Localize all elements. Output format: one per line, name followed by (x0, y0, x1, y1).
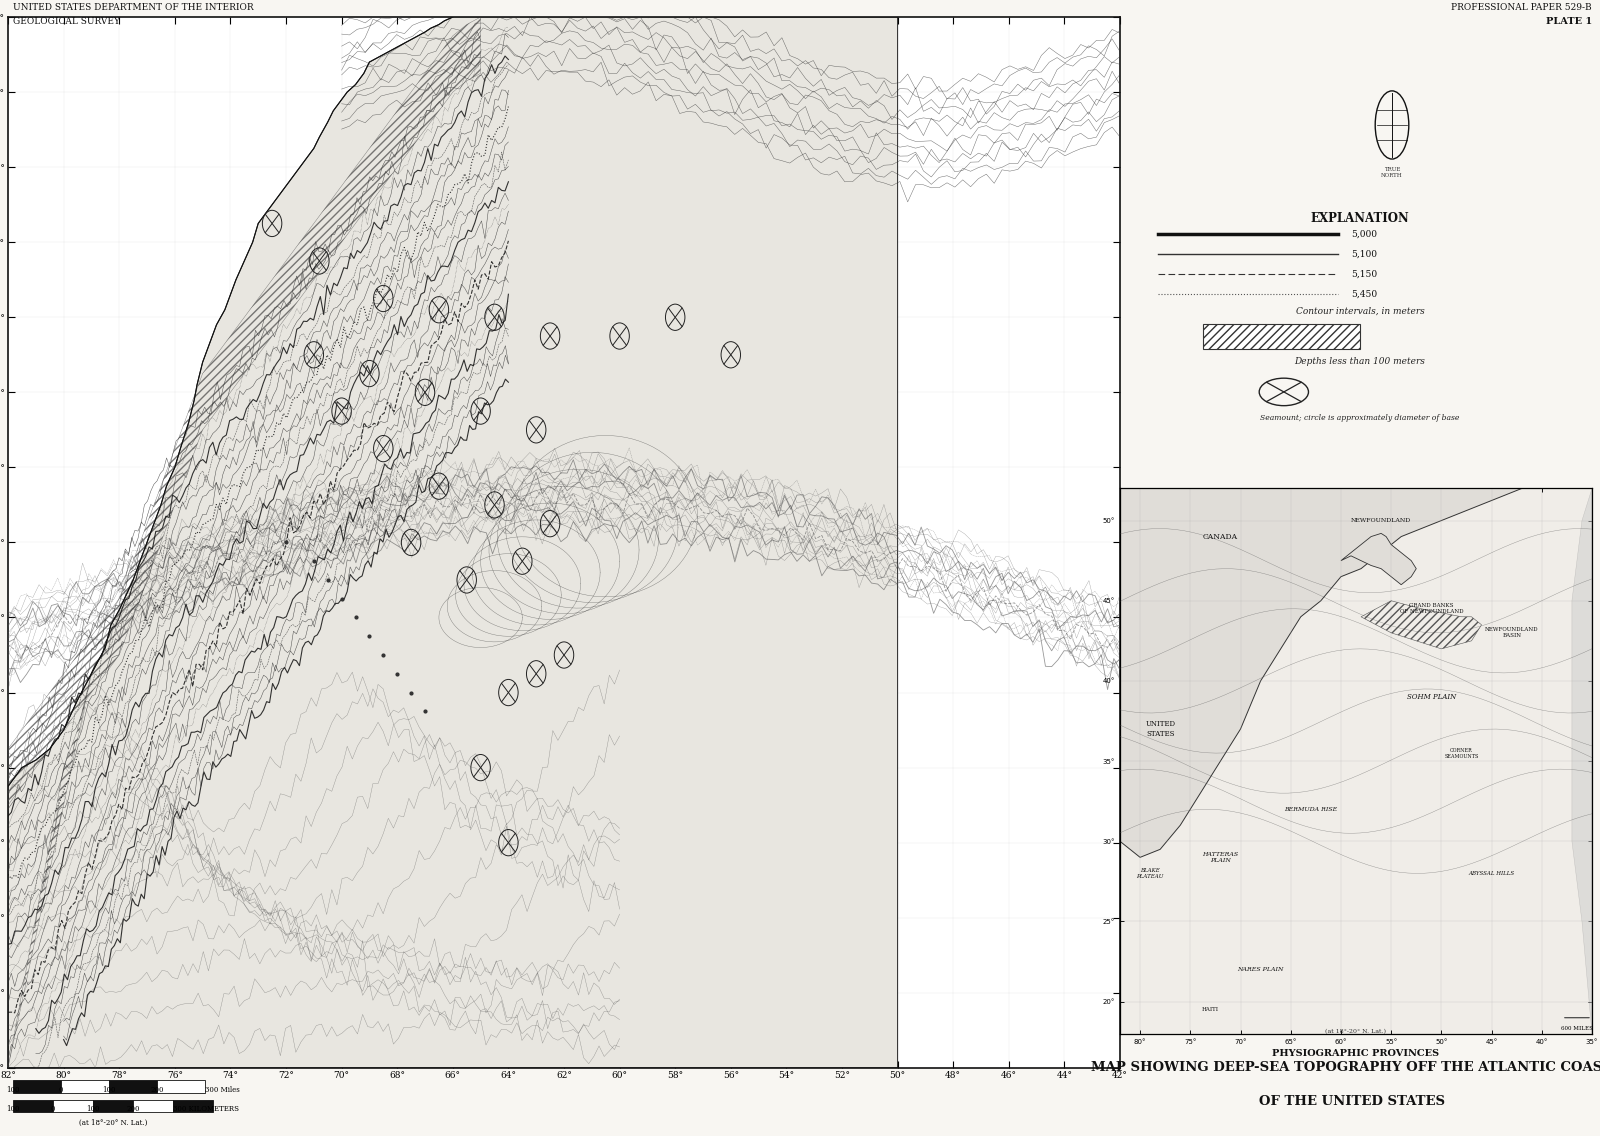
Bar (13, 1080, 61, 1093)
Text: HATTERAS
PLAIN: HATTERAS PLAIN (1202, 852, 1238, 862)
Text: SOHM PLAIN: SOHM PLAIN (1406, 693, 1456, 701)
Text: ABYSSAL HILLS: ABYSSAL HILLS (1469, 871, 1515, 876)
Text: 300 KILOMETERS: 300 KILOMETERS (173, 1105, 238, 1113)
Text: 100: 100 (86, 1105, 99, 1113)
Text: 100: 100 (6, 1105, 19, 1113)
Text: OF THE UNITED STATES: OF THE UNITED STATES (1259, 1095, 1445, 1108)
Text: GRAND BANKS
OF NEWFOUNDLAND: GRAND BANKS OF NEWFOUNDLAND (1400, 603, 1462, 615)
Bar (93, 1101, 133, 1111)
Text: Seamount; circle is approximately diameter of base: Seamount; circle is approximately diamet… (1261, 415, 1459, 423)
Bar (157, 1080, 205, 1093)
Text: 5,000: 5,000 (1350, 229, 1378, 239)
Text: 0: 0 (51, 1105, 54, 1113)
Text: NEWFOUNDLAND: NEWFOUNDLAND (1350, 518, 1411, 523)
Text: 5,100: 5,100 (1350, 250, 1378, 259)
Bar (61, 1080, 109, 1093)
Polygon shape (8, 17, 898, 1068)
Bar (13, 1101, 53, 1111)
Polygon shape (1120, 488, 1592, 858)
Text: (at 18°-20° N. Lat.): (at 18°-20° N. Lat.) (78, 1119, 147, 1127)
Text: 100: 100 (102, 1086, 115, 1094)
Text: 5,150: 5,150 (1350, 270, 1378, 279)
Text: 600 MILES: 600 MILES (1562, 1026, 1594, 1030)
Text: TRUE
NORTH: TRUE NORTH (1381, 167, 1403, 178)
Bar (53, 1101, 93, 1111)
Text: BLAKE
PLATEAU: BLAKE PLATEAU (1136, 868, 1163, 879)
Text: EXPLANATION: EXPLANATION (1310, 212, 1410, 225)
Text: UNITED
STATES: UNITED STATES (1146, 720, 1174, 737)
Text: 0: 0 (59, 1086, 62, 1094)
Bar (173, 1101, 213, 1111)
Text: Contour intervals, in meters: Contour intervals, in meters (1296, 307, 1424, 316)
Text: MAP SHOWING DEEP-SEA TOPOGRAPHY OFF THE ATLANTIC COAST: MAP SHOWING DEEP-SEA TOPOGRAPHY OFF THE … (1091, 1061, 1600, 1074)
Polygon shape (1571, 488, 1592, 1034)
Text: 300 Miles: 300 Miles (205, 1086, 240, 1094)
FancyBboxPatch shape (1203, 325, 1360, 350)
Text: UNITED STATES DEPARTMENT OF THE INTERIOR: UNITED STATES DEPARTMENT OF THE INTERIOR (13, 3, 253, 12)
Text: 5,450: 5,450 (1350, 290, 1378, 299)
Text: PLATE 1: PLATE 1 (1546, 17, 1592, 26)
Polygon shape (1341, 534, 1416, 585)
Text: BERMUDA RISE: BERMUDA RISE (1285, 807, 1338, 812)
Text: NEWFOUNDLAND
BASIN: NEWFOUNDLAND BASIN (1485, 627, 1539, 638)
Text: PROFESSIONAL PAPER 529-B: PROFESSIONAL PAPER 529-B (1451, 3, 1592, 12)
Bar (109, 1080, 157, 1093)
X-axis label: PHYSIOGRAPHIC PROVINCES: PHYSIOGRAPHIC PROVINCES (1272, 1049, 1440, 1058)
Text: CANADA: CANADA (1203, 533, 1238, 541)
Text: CORNER
SEAMOUNTS: CORNER SEAMOUNTS (1445, 747, 1478, 759)
Text: 200: 200 (126, 1105, 139, 1113)
Text: HAITI: HAITI (1202, 1008, 1219, 1012)
Text: GEOLOGICAL SURVEY: GEOLOGICAL SURVEY (13, 17, 120, 26)
Text: NARES PLAIN: NARES PLAIN (1237, 967, 1283, 972)
Bar (133, 1101, 173, 1111)
Text: 100: 100 (6, 1086, 19, 1094)
Text: (at 18°-20° N. Lat.): (at 18°-20° N. Lat.) (1325, 1029, 1387, 1034)
Text: 200: 200 (150, 1086, 163, 1094)
Text: Depths less than 100 meters: Depths less than 100 meters (1294, 357, 1426, 366)
